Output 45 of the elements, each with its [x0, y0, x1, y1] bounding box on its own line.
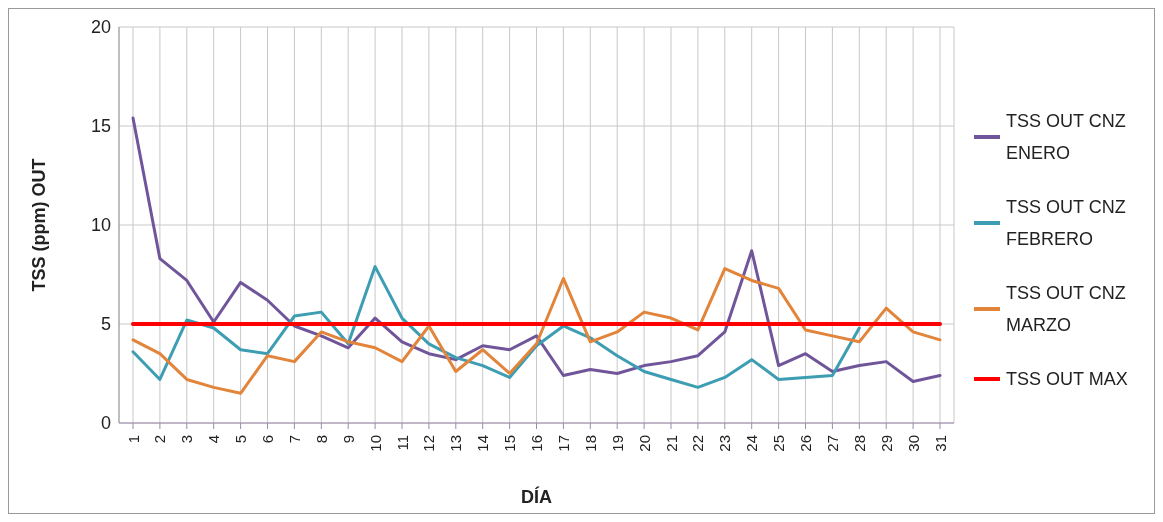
x-tick-label: 2: [151, 435, 169, 444]
x-tick-label: 17: [554, 435, 572, 452]
legend-label: TSS OUT CNZ FEBRERO: [1006, 196, 1127, 251]
x-tick-label: 30: [904, 435, 922, 452]
x-tick-label: 20: [635, 435, 653, 452]
y-tick-label: 5: [100, 314, 111, 335]
x-tick-label: 26: [797, 435, 814, 452]
y-tick-label: 15: [90, 116, 111, 137]
x-tick-label: 8: [312, 435, 330, 444]
x-tick-label: 25: [770, 435, 788, 452]
x-axis-title: DÍA: [521, 486, 552, 507]
x-tick-label: 19: [608, 435, 626, 452]
line-series: [131, 116, 942, 383]
x-tick-label: 14: [474, 435, 492, 452]
x-tick-label: 16: [528, 435, 545, 452]
legend-label: TSS OUT CNZ MARZO: [1006, 282, 1127, 337]
y-tick-label: 0: [100, 413, 111, 434]
x-tick-label: 5: [232, 435, 250, 444]
x-tick-label: 3: [178, 435, 196, 444]
x-tick-label: 21: [662, 435, 680, 452]
x-tick-label: 1: [124, 435, 142, 444]
x-tick-label: 4: [205, 435, 223, 444]
line-series: [131, 265, 861, 389]
x-tick-label: 15: [501, 435, 519, 452]
x-tick-label: 31: [931, 435, 949, 452]
x-tick-label: 6: [259, 435, 276, 444]
x-tick-label: 11: [393, 435, 411, 451]
x-tick-label: 23: [716, 435, 734, 452]
x-tick-label: 7: [285, 435, 303, 444]
legend-label: TSS OUT CNZ ENERO: [1006, 110, 1127, 165]
legend-label: TSS OUT MAX: [1006, 368, 1128, 391]
x-tick-label: 24: [743, 435, 761, 452]
x-tick-label: 28: [850, 435, 868, 452]
x-tick-label: 18: [581, 435, 599, 452]
x-tick-label: 12: [420, 435, 438, 452]
x-tick-label: 29: [877, 435, 895, 452]
x-tick-label: 22: [689, 435, 707, 452]
x-tick-label: 13: [447, 435, 465, 452]
x-tick-label: 10: [366, 435, 384, 452]
y-tick-label: 20: [90, 17, 111, 38]
x-tick-label: 9: [339, 435, 357, 444]
y-tick-label: 10: [90, 215, 111, 236]
y-axis-title: TSS (ppm) OUT: [29, 158, 50, 292]
line-series: [131, 267, 942, 395]
x-tick-label: 27: [823, 435, 841, 452]
